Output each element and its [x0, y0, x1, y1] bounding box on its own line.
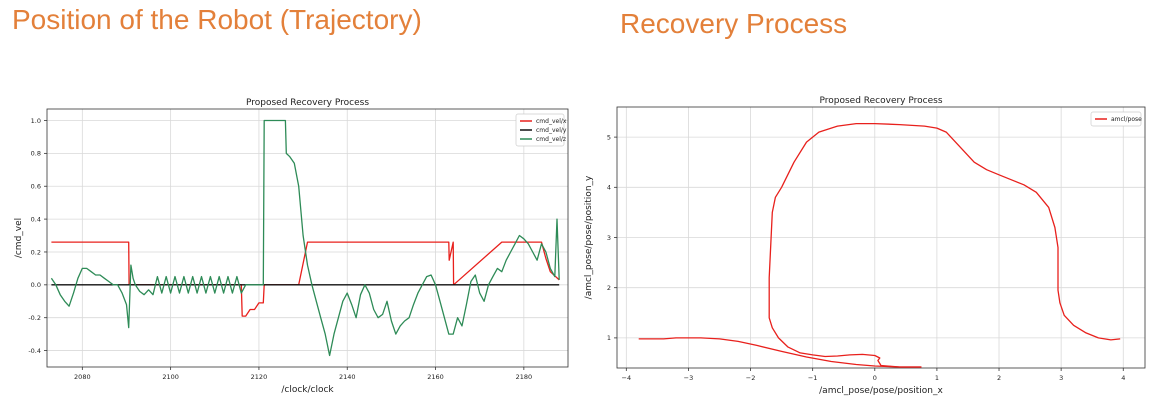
chart-title: Proposed Recovery Process: [819, 96, 942, 106]
x-tick-label: 2: [997, 374, 1001, 382]
x-tick-label: 2100: [162, 373, 179, 381]
y-axis-label: /amcl_pose/pose/position_y: [584, 175, 594, 299]
cmd-vel-chart: Proposed Recovery Process 2080 2100 2120 214…: [14, 98, 569, 395]
x-tick-label: 2080: [74, 373, 91, 381]
y-tick-label: 0.6: [31, 183, 41, 191]
series-line-0: [768, 122, 1121, 368]
plot-frame: [616, 106, 1146, 369]
chart-title: Proposed Recovery Process: [246, 98, 369, 108]
legend-box: [1090, 111, 1142, 127]
x-axis-label: /amcl_pose/pose/position_x: [819, 386, 943, 396]
x-tick-label: 2120: [251, 373, 268, 381]
x-axis-label: /clock/clock: [281, 385, 334, 395]
y-tick-label: 0.4: [31, 215, 41, 223]
x-tick-label: −2: [746, 374, 756, 382]
y-tick-label: 0.8: [31, 150, 41, 158]
legend-label: cmd_vel/z: [536, 136, 566, 143]
y-tick-label: 3: [607, 234, 611, 242]
y-tick-label: 5: [607, 133, 611, 141]
x-tick-label: 0: [873, 374, 877, 382]
x-tick-label: −4: [622, 374, 632, 382]
x-tick-label: 2180: [516, 373, 533, 381]
legend-label: amcl/pose: [1111, 116, 1142, 123]
legend-box: [515, 113, 565, 147]
y-tick-label: 1: [607, 334, 611, 342]
x-tick-label: 4: [1121, 374, 1125, 382]
x-tick-label: 2160: [427, 373, 444, 381]
y-tick-label: 2: [607, 284, 611, 292]
x-tick-label: 3: [1059, 374, 1063, 382]
x-tick-label: −1: [808, 374, 818, 382]
y-tick-label: 4: [607, 184, 611, 192]
y-tick-label: 0.0: [31, 281, 41, 289]
plot-frame: [46, 108, 569, 368]
y-axis-label: /cmd_vel: [14, 218, 24, 258]
amcl-pose-chart: Proposed Recovery Process −4 −3 −2 −1 0 1 2 3 4 1 2…: [584, 96, 1146, 396]
x-tick-label: 1: [935, 374, 939, 382]
y-tick-label: 1.0: [31, 117, 41, 125]
y-tick-label: -0.4: [28, 347, 41, 355]
left-heading: Position of the Robot (Trajectory): [12, 4, 422, 35]
series-line-1: [638, 337, 922, 368]
y-tick-label: -0.2: [28, 314, 41, 322]
legend-label: cmd_vel/x: [536, 118, 567, 125]
x-tick-label: −3: [684, 374, 694, 382]
x-tick-label: 2140: [339, 373, 356, 381]
legend-label: cmd_vel/y: [536, 127, 567, 134]
series-line-2: [50, 119, 560, 357]
y-tick-label: 0.2: [31, 248, 41, 256]
right-heading: Recovery Process: [620, 8, 848, 39]
